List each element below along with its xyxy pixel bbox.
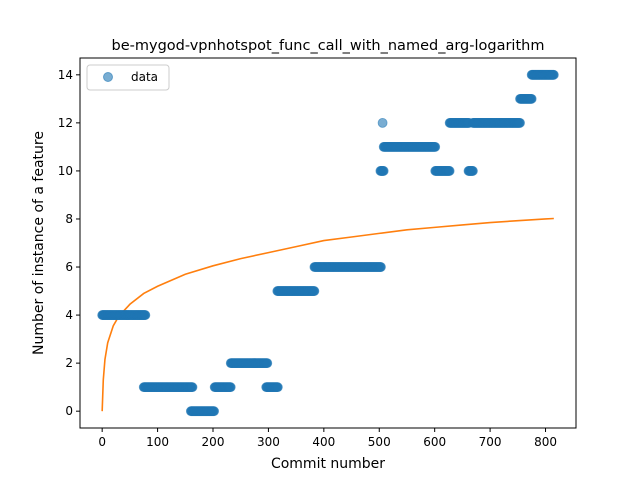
data-point [262,358,273,369]
points-layer [97,69,559,417]
legend-marker-data [103,72,113,82]
y-tick-label: 0 [65,404,73,418]
x-tick-label: 500 [368,435,391,449]
y-axis-label: Number of instance of a feature [31,131,47,355]
data-point [515,117,525,128]
y-tick-label: 2 [65,356,73,370]
data-point [376,262,386,272]
x-axis-label: Commit number [271,456,385,472]
data-point [309,286,320,296]
data-point [378,166,389,176]
y-tick-label: 6 [65,260,73,274]
y-tick-label: 4 [65,308,73,322]
y-tick-label: 10 [58,164,73,178]
data-point [444,166,455,176]
x-tick-label: 100 [146,435,169,449]
x-tick-label: 300 [257,435,280,449]
plot-frame [79,57,577,429]
chart-title: be-mygod-vpnhotspot_func_call_with_named… [112,38,545,54]
x-tick-label: 400 [312,435,335,449]
data-point [430,141,441,152]
x-tick-label: 0 [98,435,106,449]
data-point [468,166,478,176]
legend-label-data: data [131,70,158,84]
x-tick-label: 700 [479,435,502,449]
y-tick-label: 14 [58,68,73,82]
data-point [526,93,537,104]
fit-line [101,217,554,412]
y-axis: 0 2 4 6 8 10 12 14 [58,68,80,418]
legend-box [86,64,170,91]
data-point [272,382,283,393]
legend: data [86,64,170,91]
x-tick-label: 800 [534,435,557,449]
y-tick-label: 8 [65,212,73,226]
data-point [548,69,559,80]
data-point [377,117,388,128]
data-point [209,406,220,417]
data-point [140,310,151,320]
x-axis: 0 100 200 300 400 500 600 700 800 [98,428,557,449]
y-tick-label: 12 [58,116,73,130]
data-point [225,382,236,393]
data-point [187,382,198,393]
fit-layer [101,217,554,412]
x-tick-label: 200 [202,435,225,449]
x-tick-label: 600 [423,435,446,449]
